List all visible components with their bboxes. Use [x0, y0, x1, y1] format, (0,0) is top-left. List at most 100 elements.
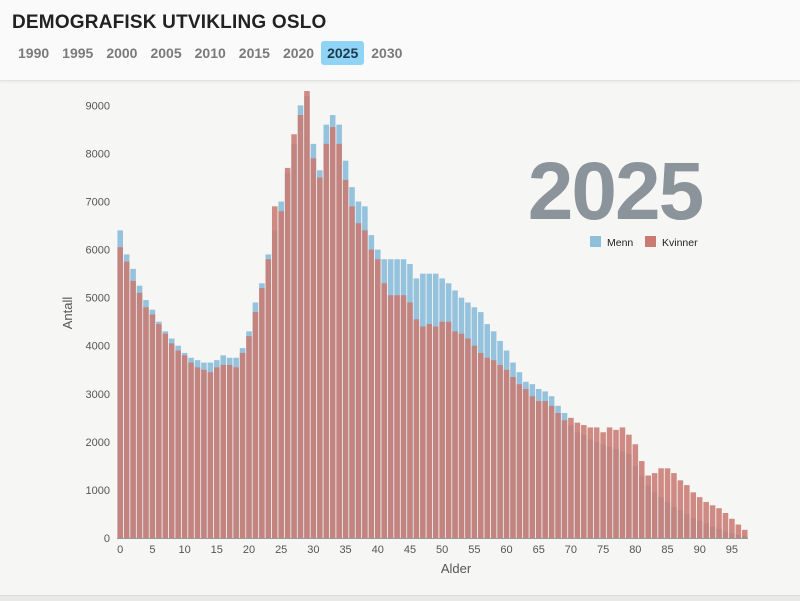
x-tick-label: 90: [694, 544, 706, 556]
y-tick-label: 0: [104, 533, 110, 545]
bar-women-age-19: [239, 352, 246, 538]
bar-women-age-21: [252, 312, 259, 538]
year-tab-2000[interactable]: 2000: [106, 45, 138, 61]
chart-area: 2025 0 1000 2000 3000 4000 5000 6000 7000 8000 900…: [0, 81, 800, 595]
year-tab-1995[interactable]: 1995: [62, 45, 94, 61]
bar-women-age-72: [581, 425, 587, 538]
x-tick-label: 85: [661, 544, 673, 556]
bar-women-age-14: [207, 372, 214, 538]
bar-women-age-66: [542, 401, 548, 538]
bar-women-age-34: [336, 143, 342, 538]
bar-women-age-58: [490, 360, 497, 538]
y-tick-label: 2000: [86, 437, 110, 449]
bar-women-age-25: [278, 211, 284, 538]
bar-women-age-11: [188, 362, 194, 538]
y-tick-label: 1000: [86, 485, 110, 497]
bar-women-age-7: [162, 333, 169, 538]
x-tick-label: 40: [372, 544, 384, 556]
y-tick-label: 6000: [86, 245, 110, 257]
bar-women-age-35: [342, 179, 349, 538]
x-tick-label: 55: [468, 544, 480, 556]
bar-women-age-97: [742, 529, 748, 538]
bar-women-age-51: [445, 321, 452, 538]
bar-women-age-38: [362, 230, 368, 539]
bar-women-age-30: [310, 158, 317, 538]
bar-women-age-26: [284, 167, 291, 538]
x-tick-label: 20: [243, 544, 255, 556]
bar-women-age-64: [529, 396, 536, 538]
year-tab-2015[interactable]: 2015: [238, 45, 270, 61]
bar-women-age-48: [426, 324, 433, 538]
year-tab-2010[interactable]: 2010: [194, 45, 226, 61]
bar-women-age-16: [220, 364, 227, 538]
bar-women-age-24: [271, 206, 278, 538]
x-tick-label: 15: [211, 544, 223, 556]
bar-women-age-87: [677, 480, 684, 538]
bar-women-age-23: [265, 259, 272, 538]
year-tab-2030[interactable]: 2030: [371, 45, 403, 61]
x-tick-label: 75: [597, 544, 609, 556]
bar-women-age-84: [658, 468, 664, 538]
bar-women-age-20: [246, 336, 252, 538]
bar-women-age-73: [587, 427, 594, 538]
bar-women-age-33: [329, 127, 336, 538]
bar-women-age-5: [149, 314, 156, 538]
bar-women-age-59: [497, 364, 503, 538]
bar-women-age-85: [664, 468, 671, 538]
bar-women-age-60: [503, 369, 510, 538]
y-tick-label: 4000: [86, 341, 110, 353]
bar-women-age-61: [510, 376, 516, 538]
bar-women-age-44: [400, 295, 407, 538]
bar-women-age-6: [156, 324, 162, 538]
bar-women-age-77: [613, 429, 619, 538]
bar-women-age-90: [696, 497, 703, 538]
bar-women-age-71: [574, 422, 581, 538]
x-axis-title: Alder: [441, 561, 472, 576]
big-year-label: 2025: [528, 146, 703, 237]
bar-women-age-2: [130, 280, 136, 538]
bar-women-age-13: [201, 369, 207, 538]
bar-women-age-18: [233, 367, 239, 538]
bar-women-age-31: [317, 177, 323, 539]
bar-women-age-17: [226, 364, 233, 538]
bar-women-age-92: [709, 505, 716, 538]
bar-women-age-76: [606, 427, 613, 538]
x-tick-label: 10: [178, 544, 190, 556]
bar-women-age-29: [304, 91, 310, 538]
bar-women-age-75: [600, 432, 606, 538]
year-tab-2025[interactable]: 2025: [321, 41, 365, 65]
y-axis-title: Antall: [60, 297, 75, 330]
bar-women-age-70: [568, 417, 574, 538]
bar-women-age-94: [722, 513, 729, 538]
bar-women-age-42: [387, 295, 394, 538]
y-tick-label: 3000: [86, 389, 110, 401]
y-tick-label: 9000: [86, 100, 110, 112]
bar-women-age-39: [368, 249, 375, 538]
bar-women-age-12: [194, 367, 201, 538]
year-tab-1990[interactable]: 1990: [18, 45, 50, 61]
bar-women-age-9: [175, 350, 181, 538]
x-tick-label: 60: [500, 544, 512, 556]
bar-women-age-83: [651, 473, 658, 538]
bar-women-age-22: [259, 288, 265, 538]
bar-women-age-81: [638, 461, 645, 538]
bar-women-age-50: [439, 321, 445, 538]
x-tick-label: 45: [404, 544, 416, 556]
bar-women-age-91: [703, 501, 709, 538]
page-title: DEMOGRAFISK UTVIKLING OSLO: [12, 12, 327, 33]
bar-women-age-52: [452, 331, 458, 538]
legend-swatch-kvinner: [645, 236, 656, 247]
year-tab-2005[interactable]: 2005: [150, 45, 182, 61]
bar-women-age-41: [381, 283, 387, 538]
bar-women-age-27: [291, 134, 297, 538]
bar-women-age-96: [735, 524, 742, 538]
bar-women-age-47: [420, 326, 426, 538]
x-tick-label: 95: [726, 544, 738, 556]
bar-women-age-37: [355, 223, 362, 538]
bar-women-age-95: [729, 518, 735, 538]
bar-women-age-57: [484, 357, 490, 538]
year-tab-2020[interactable]: 2020: [282, 45, 315, 61]
population-chart: 2025010002000300040005000600070008000900…: [60, 91, 748, 576]
bar-women-age-63: [523, 389, 529, 538]
header: DEMOGRAFISK UTVIKLING OSLO 1990 1995 2000 2…: [0, 0, 800, 81]
